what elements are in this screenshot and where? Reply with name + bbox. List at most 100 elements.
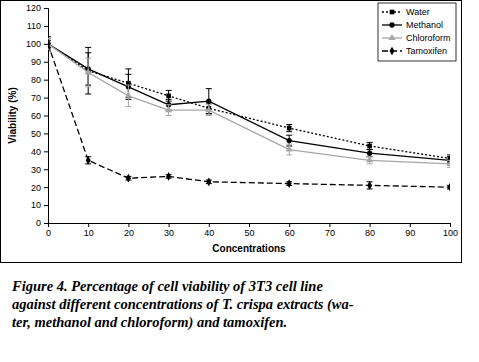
error-bar-cap [48,36,51,37]
error-bar-cap [166,90,172,91]
y-tick-label: 30 [31,165,41,175]
series-marker [287,179,292,188]
series-marker [367,150,372,155]
y-tick-label: 70 [31,93,41,103]
y-tick-mark [44,205,48,206]
y-tick-label: 90 [31,57,41,67]
y-tick: 80 [31,75,48,85]
error-bar-cap [206,115,212,116]
series-marker [165,106,172,112]
x-tick: 10 [84,223,94,238]
legend-item: Tamoxifen [382,46,447,56]
y-axis: 0102030405060708090100110120 [26,3,49,228]
error-bar [85,157,91,164]
y-tick: 90 [31,57,48,67]
y-tick-mark [44,151,48,152]
y-tick: 0 [36,218,48,228]
error-bar-cap [367,142,373,143]
x-tick: 20 [124,223,134,238]
y-tick-mark [44,116,48,117]
x-tick-mark [410,223,411,227]
series-line [48,44,450,187]
y-tick: 10 [31,200,48,210]
y-tick: 60 [31,111,48,121]
x-tick: 50 [244,223,254,238]
y-tick-mark [44,26,48,27]
legend-label: Methanol [406,20,443,30]
legend: Water Methanol Chloroform Tamoxifen [378,3,456,61]
y-tick-mark [44,98,48,99]
error-bar [85,58,91,87]
caption-line: against different concentrations of T. c… [12,296,354,313]
error-bar-cap [85,47,91,48]
y-tick: 100 [26,39,48,49]
series-marker [125,92,132,98]
x-tick-mark [289,223,290,227]
y-tick-label: 120 [26,3,41,13]
x-tick: 60 [285,223,295,238]
error-bar-cap [85,52,91,53]
error-bar [206,89,212,114]
error-bar [367,182,373,189]
x-tick-mark [128,223,129,227]
legend-label: Water [406,7,430,17]
y-tick-label: 60 [31,111,41,121]
y-tick-mark [44,133,48,134]
x-tick-label: 0 [46,228,51,238]
x-axis-line [49,224,451,228]
x-tick-mark [88,223,89,227]
error-bar [286,144,292,155]
y-tick: 50 [31,129,48,139]
legend-marker [389,47,394,56]
error-bar [48,40,51,47]
legend-frame [378,3,456,61]
x-tick: 0 [46,223,51,238]
y-tick-label: 0 [36,218,41,228]
x-tick: 90 [405,223,415,238]
y-tick-label: 80 [31,75,41,85]
legend-item: Water [382,7,430,17]
x-tick-label: 10 [84,228,94,238]
error-bar [367,142,373,149]
series-marker [205,106,212,112]
error-bar [286,135,292,146]
x-tick-mark [209,223,210,227]
y-tick-label: 50 [31,129,41,139]
x-tick-mark [249,223,250,227]
y-tick-label: 10 [31,200,41,210]
error-bar-cap [286,124,292,125]
x-tick: 80 [365,223,375,238]
error-bar-cap [48,38,51,39]
y-axis-line [44,9,49,224]
error-bar-cap [125,74,131,75]
error-bar-cap [286,135,292,136]
error-bar-cap [447,154,450,155]
legend-label: Chloroform [406,33,451,43]
x-tick: 70 [325,223,335,238]
error-bar-cap [85,58,91,59]
series-marker [85,68,92,74]
y-tick: 40 [31,147,48,157]
x-tick: 30 [164,223,174,238]
error-bar-cap [48,51,51,52]
series-marker [48,39,51,48]
error-bar-cap [125,85,131,86]
error-bar-cap [447,167,450,168]
x-axis-title: Concentrations [212,243,286,254]
error-bar [447,160,450,167]
error-bar-cap [166,99,172,100]
legend-marker [390,10,395,15]
y-tick-mark [44,223,48,224]
y-tick: 120 [26,3,48,13]
error-bar [286,124,292,131]
error-bar-cap [125,68,131,69]
error-bar [166,90,172,101]
error-bar-cap [125,106,131,107]
y-tick-mark [44,8,48,9]
y-tick-mark [44,44,48,45]
y-tick-label: 100 [26,39,41,49]
error-bar-cap [85,86,91,87]
legend-label: Tamoxifen [406,46,447,56]
error-bar [125,85,131,107]
series-line [48,44,450,164]
